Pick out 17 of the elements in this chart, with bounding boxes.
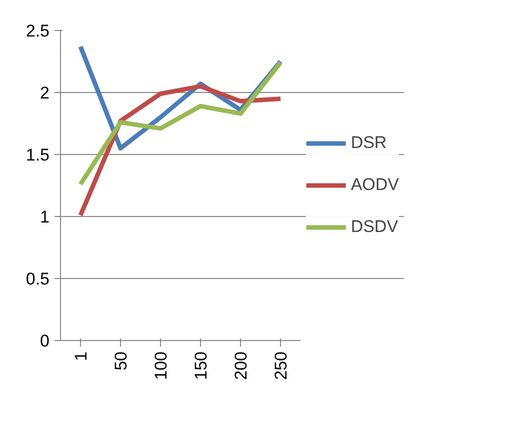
legend-label: DSDV — [350, 217, 398, 237]
line-series — [78, 60, 283, 187]
x-tick-label: 1 — [72, 351, 90, 361]
y-tick-label: 0.5 — [26, 270, 50, 288]
y-tick-label: 2 — [40, 84, 50, 102]
legend-label: DSR — [350, 133, 387, 153]
y-tick-label: 2.5 — [26, 22, 50, 40]
x-tick-label: 50 — [112, 351, 130, 370]
y-tick-label: 1.5 — [26, 146, 50, 164]
x-tick-label: 100 — [152, 351, 170, 380]
x-tick-label: 150 — [192, 351, 210, 380]
x-tick-label: 200 — [232, 351, 250, 380]
y-tick-label: 0 — [40, 332, 50, 350]
y-tick-label: 1 — [40, 208, 50, 226]
legend-label: AODV — [350, 175, 399, 195]
line-series — [78, 84, 283, 218]
x-tick-label: 250 — [272, 351, 290, 380]
